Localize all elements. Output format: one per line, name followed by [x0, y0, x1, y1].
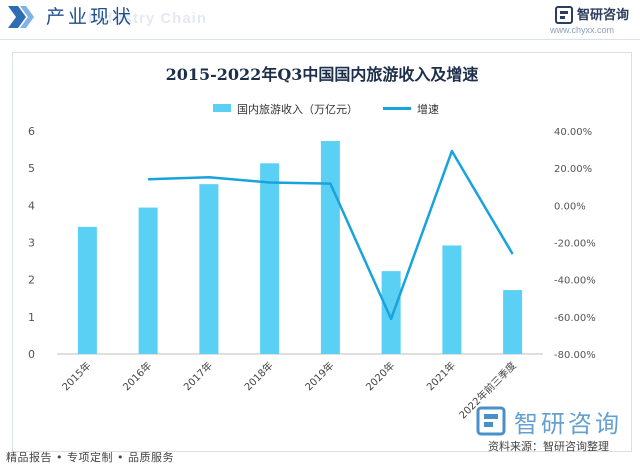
- header-ghost-text: Industry Chain: [88, 10, 208, 27]
- x-tick-label: 2021年: [424, 359, 458, 393]
- y-left-tick-label: 3: [28, 237, 35, 250]
- y-right-tick-label: 0.00%: [554, 201, 586, 212]
- y-left-tick-label: 5: [28, 162, 35, 175]
- x-tick-label: 2019年: [302, 359, 336, 393]
- x-tick-label: 2020年: [363, 359, 397, 393]
- chart-panel: 2015-2022年Q3中国国内旅游收入及增速 国内旅游收入（万亿元） 增速 0…: [12, 52, 632, 452]
- bar: [77, 226, 97, 354]
- x-tick-label: 2016年: [120, 359, 154, 393]
- chart-plot: 0 1 2 3 4 5 6 -80.00% -60.00% -40.00% -20.00% 0.00%…: [28, 125, 596, 421]
- bar: [260, 163, 280, 354]
- brand-url: www.chyxx.com: [550, 25, 615, 35]
- y-right-tick-label: -80.00%: [554, 350, 596, 361]
- bar: [320, 141, 340, 354]
- header-chevron-icon: [8, 6, 34, 28]
- x-tick-label: 2017年: [181, 359, 215, 393]
- source-note: 资料来源：智研咨询整理: [488, 440, 609, 453]
- legend-label-growth: 增速: [417, 103, 439, 116]
- y-left-tick-label: 2: [28, 274, 35, 287]
- bar: [442, 245, 462, 354]
- y-left-tick-label: 1: [28, 311, 35, 324]
- bar: [199, 184, 219, 354]
- watermark-logo-icon: [476, 406, 506, 436]
- footer-tagline: 精品报告 • 专项定制 • 品质服务: [6, 451, 174, 464]
- chart-title: 2015-2022年Q3中国国内旅游收入及增速: [165, 65, 479, 84]
- watermark-brand: 智研咨询: [476, 404, 636, 440]
- legend-line-swatch: [383, 107, 411, 110]
- y-left-tick-label: 6: [28, 125, 35, 138]
- watermark-brand-name: 智研咨询: [514, 410, 622, 438]
- y-right-tick-label: 20.00%: [554, 164, 592, 175]
- x-tick-label: 2018年: [241, 359, 275, 393]
- bar: [381, 271, 401, 354]
- legend-bar-swatch: [213, 104, 231, 112]
- y-right-tick-label: -20.00%: [554, 239, 596, 250]
- bar: [138, 207, 158, 354]
- header-divider: [0, 39, 640, 40]
- section-title: 产业现状: [46, 6, 135, 28]
- y-right-tick-label: -40.00%: [554, 276, 596, 287]
- bar: [503, 290, 523, 354]
- y-left-tick-label: 4: [28, 199, 35, 212]
- legend-label-revenue: 国内旅游收入（万亿元）: [237, 103, 358, 116]
- y-left-tick-label: 0: [28, 348, 35, 361]
- brand-name: 智研咨询: [577, 8, 630, 23]
- brand-logo-icon: [555, 6, 573, 24]
- y-right-tick-label: -60.00%: [554, 313, 596, 324]
- y-right-tick-label: 40.00%: [554, 127, 592, 138]
- page-header: Industry Chain 产业现状 智研咨询 www.chyxx.com: [0, 0, 640, 40]
- x-tick-label: 2015年: [59, 359, 93, 393]
